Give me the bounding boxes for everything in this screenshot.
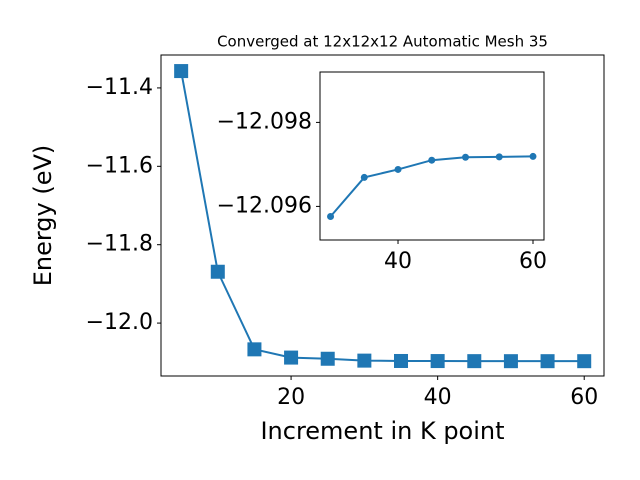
x-axis-label: Increment in K point (260, 417, 504, 445)
y-tick-label: −11.8 (86, 232, 153, 257)
y-tick-label: −12.098 (217, 109, 312, 134)
marker (462, 153, 470, 161)
marker (394, 165, 402, 173)
marker (540, 354, 555, 369)
chart-title: Converged at 12x12x12 Automatic Mesh 35 (217, 33, 548, 51)
x-tick-label: 20 (277, 385, 305, 410)
x-tick-label: 40 (384, 249, 412, 274)
marker (360, 173, 368, 181)
y-tick-label: −11.4 (86, 75, 153, 100)
marker (284, 350, 299, 365)
y-tick-label: −12.096 (217, 193, 312, 218)
marker (577, 354, 592, 369)
marker (320, 351, 335, 366)
x-tick-label: 40 (424, 385, 452, 410)
x-tick-label: 60 (519, 249, 547, 274)
y-tick-label: −11.6 (86, 153, 153, 178)
marker (174, 64, 189, 79)
x-tick-label: 60 (570, 385, 598, 410)
marker (428, 156, 436, 164)
marker (210, 264, 225, 279)
marker (503, 354, 518, 369)
marker (357, 353, 372, 368)
marker (327, 212, 335, 220)
axes-frame (160, 54, 605, 377)
marker (467, 354, 482, 369)
marker (247, 342, 262, 357)
axes-frame (319, 71, 545, 241)
marker (529, 152, 537, 160)
y-tick-label: −12.0 (86, 310, 153, 335)
y-axis-label: Energy (eV) (29, 145, 57, 287)
marker (430, 354, 445, 369)
marker (495, 153, 503, 161)
marker (394, 353, 409, 368)
